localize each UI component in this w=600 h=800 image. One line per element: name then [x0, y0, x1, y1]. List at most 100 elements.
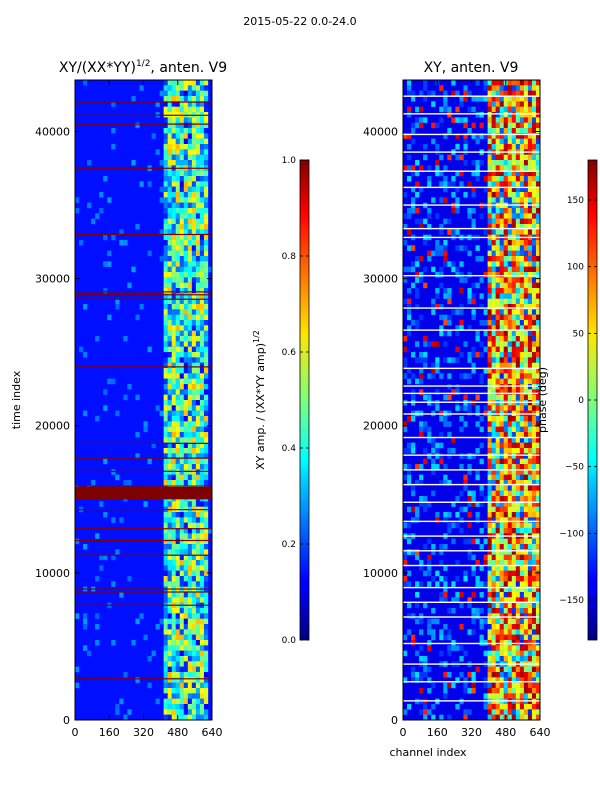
heatmap-cell	[531, 656, 537, 662]
heatmap-cell	[527, 213, 533, 219]
heatmap-cell	[531, 565, 537, 571]
heatmap-cell	[415, 304, 420, 310]
heatmap-cell	[199, 544, 205, 550]
heatmap-cell	[503, 373, 508, 379]
heatmap-cell	[167, 661, 172, 667]
heatmap-cell	[511, 240, 517, 246]
heatmap-cell	[179, 389, 184, 395]
heatmap-cell	[167, 138, 172, 145]
heatmap-cell	[203, 421, 209, 427]
heatmap-cell	[423, 656, 428, 662]
heatmap-cell	[199, 261, 205, 267]
heatmap-cell	[487, 250, 492, 257]
heatmap-cell	[535, 90, 540, 97]
heatmap-cell	[163, 277, 168, 283]
heatmap-cell	[199, 208, 205, 214]
heatmap-cell	[419, 426, 424, 433]
heatmap-cell	[203, 304, 209, 310]
heatmap-cell	[407, 368, 412, 374]
heatmap-cell	[483, 80, 488, 86]
heatmap-cell	[519, 330, 525, 337]
heatmap-cell	[511, 282, 517, 289]
heatmap-cell	[403, 448, 408, 454]
blank-row	[403, 307, 540, 309]
heatmap-cell	[523, 272, 529, 278]
heatmap-cell	[407, 330, 412, 337]
heatmap-cell	[531, 469, 537, 475]
heatmap-cell	[203, 288, 209, 294]
heatmap-cell	[503, 154, 508, 161]
heatmap-cell	[111, 101, 116, 107]
heatmap-cell	[175, 160, 180, 166]
heatmap-cell	[175, 469, 180, 475]
heatmap-cell	[523, 688, 529, 694]
heatmap-cell	[499, 325, 504, 331]
heatmap-cell	[523, 693, 529, 699]
heatmap-cell	[519, 122, 525, 129]
heatmap-cell	[175, 362, 180, 369]
heatmap-cell	[459, 154, 464, 161]
flagged-row	[75, 366, 212, 368]
heatmap-cell	[163, 197, 168, 203]
heatmap-cell	[411, 165, 416, 171]
heatmap-cell	[191, 373, 197, 379]
heatmap-cell	[435, 213, 440, 219]
heatmap-cell	[187, 197, 193, 203]
heatmap-cell	[199, 96, 205, 102]
heatmap-cell	[411, 517, 416, 523]
heatmap-cell	[199, 160, 205, 166]
heatmap-cell	[487, 266, 492, 273]
heatmap-cell	[459, 96, 464, 102]
heatmap-cell	[171, 442, 176, 449]
heatmap-cell	[535, 416, 540, 422]
heatmap-cell	[491, 330, 496, 337]
heatmap-cell	[203, 480, 209, 486]
heatmap-cell	[535, 682, 540, 689]
heatmap-cell	[527, 181, 533, 187]
heatmap-cell	[491, 554, 496, 561]
heatmap-cell	[179, 693, 184, 699]
heatmap-cell	[495, 672, 500, 678]
heatmap-cell	[163, 341, 168, 347]
heatmap-cell	[515, 528, 521, 534]
heatmap-cell	[163, 650, 168, 657]
heatmap-cell	[199, 613, 205, 619]
heatmap-cell	[507, 586, 512, 593]
heatmap-cell	[503, 496, 508, 502]
heatmap-cell	[171, 464, 176, 470]
heatmap-cell	[195, 304, 201, 310]
heatmap-cell	[495, 517, 500, 523]
heatmap-cell	[435, 362, 440, 369]
heatmap-cell	[187, 581, 193, 587]
heatmap-cell	[459, 645, 464, 651]
heatmap-cell	[199, 384, 205, 390]
heatmap-cell	[163, 90, 168, 97]
heatmap-cell	[447, 330, 452, 337]
heatmap-cell	[515, 320, 521, 326]
heatmap-cell	[511, 298, 517, 305]
heatmap-cell	[491, 346, 496, 353]
heatmap-cell	[487, 346, 492, 353]
heatmap-cell	[491, 186, 496, 193]
heatmap-cell	[195, 544, 201, 550]
heatmap-cell	[167, 613, 172, 619]
heatmap-cell	[431, 309, 436, 315]
heatmap-cell	[427, 208, 432, 214]
heatmap-cell	[499, 688, 504, 694]
heatmap-cell	[175, 640, 180, 646]
heatmap-cell	[179, 368, 184, 374]
heatmap-cell	[139, 85, 144, 91]
heatmap-cell	[515, 538, 521, 545]
heatmap-cell	[491, 218, 496, 225]
heatmap-cell	[499, 357, 504, 363]
heatmap-cell	[199, 704, 205, 710]
heatmap-cell	[187, 240, 193, 246]
heatmap-cell	[531, 709, 537, 715]
heatmap-cell	[503, 112, 508, 118]
heatmap-cell	[491, 544, 496, 550]
heatmap-cell	[507, 688, 512, 694]
heatmap-cell	[423, 352, 428, 358]
heatmap-cell	[419, 352, 424, 358]
heatmap-cell	[523, 154, 529, 161]
heatmap-cell	[195, 138, 201, 145]
